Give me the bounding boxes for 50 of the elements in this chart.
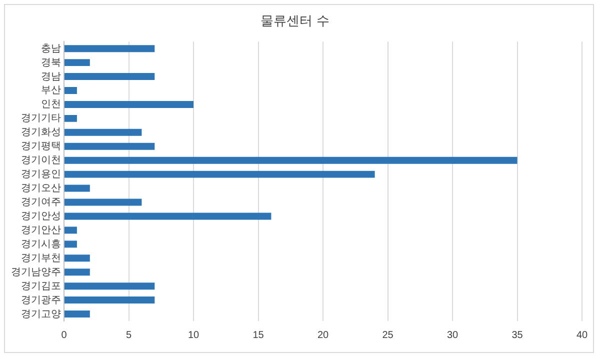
y-tick-label: 경기화성 bbox=[21, 127, 61, 138]
bar bbox=[64, 100, 194, 108]
bar bbox=[64, 212, 272, 220]
x-tick-label: 5 bbox=[126, 330, 132, 341]
y-tick-label: 경기부천 bbox=[21, 252, 61, 264]
y-tick-label: 경기남양주 bbox=[11, 266, 61, 278]
x-tick-label: 20 bbox=[317, 330, 329, 341]
x-tick-label: 10 bbox=[188, 330, 200, 341]
y-tick-label: 충남 bbox=[41, 43, 61, 54]
x-tick-label: 40 bbox=[576, 330, 588, 341]
y-tick-label: 경기시흥 bbox=[21, 238, 61, 250]
x-tick-label: 25 bbox=[382, 330, 394, 341]
bar bbox=[64, 198, 142, 206]
y-tick-label: 경기용인 bbox=[21, 169, 61, 180]
y-tick-label: 경기안산 bbox=[21, 224, 61, 236]
y-tick-label: 경기안성 bbox=[21, 210, 61, 222]
bar bbox=[64, 45, 155, 52]
y-tick-label: 경기광주 bbox=[21, 294, 61, 306]
y-tick-label: 경기여주 bbox=[21, 197, 61, 208]
bar bbox=[64, 59, 90, 66]
chart-title: 물류센터 수 bbox=[260, 14, 330, 30]
y-tick-label: 경기김포 bbox=[21, 280, 61, 292]
bar bbox=[64, 170, 375, 178]
y-tick-label: 경북 bbox=[41, 57, 61, 68]
x-tick-label: 30 bbox=[446, 330, 458, 341]
bar bbox=[64, 254, 90, 262]
bar bbox=[64, 184, 90, 192]
bar bbox=[64, 142, 155, 150]
y-tick-label: 경기고양 bbox=[21, 308, 61, 320]
bar bbox=[64, 73, 155, 80]
x-tick-label: 35 bbox=[512, 330, 524, 341]
bar bbox=[64, 296, 155, 304]
y-tick-label: 경기기타 bbox=[21, 113, 61, 124]
bar bbox=[64, 268, 90, 276]
y-tick-label: 부산 bbox=[41, 85, 61, 96]
y-tick-label: 경기이천 bbox=[21, 155, 61, 166]
bar bbox=[64, 128, 142, 136]
bar bbox=[64, 114, 77, 122]
x-tick-label: 0 bbox=[61, 330, 68, 341]
y-tick-label: 경기오산 bbox=[21, 183, 61, 194]
y-tick-label: 인천 bbox=[41, 99, 61, 110]
bar bbox=[64, 87, 77, 94]
bar bbox=[64, 282, 155, 290]
bar bbox=[64, 156, 518, 164]
bar bbox=[64, 310, 90, 318]
x-tick-label: 15 bbox=[252, 330, 264, 341]
y-tick-label: 경기평택 bbox=[21, 141, 61, 152]
bar bbox=[64, 240, 77, 248]
y-tick-label: 경남 bbox=[41, 71, 61, 82]
bar bbox=[64, 226, 77, 234]
